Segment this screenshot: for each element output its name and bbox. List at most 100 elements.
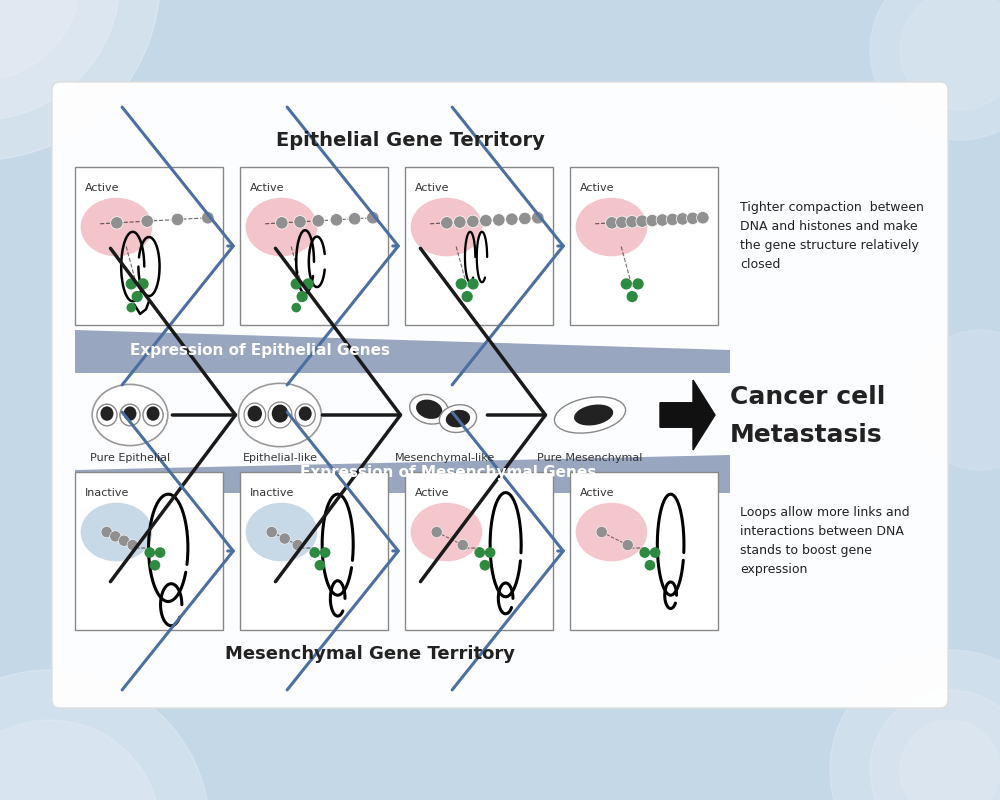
Circle shape (687, 212, 699, 225)
Circle shape (627, 291, 638, 302)
Circle shape (320, 547, 330, 558)
Circle shape (367, 211, 379, 224)
Text: Active: Active (415, 183, 450, 193)
Circle shape (632, 278, 644, 290)
Circle shape (480, 214, 492, 227)
Circle shape (279, 533, 290, 544)
Circle shape (309, 547, 320, 558)
Text: Active: Active (250, 183, 285, 193)
Ellipse shape (439, 405, 477, 433)
Bar (405, 472, 553, 630)
Bar (240, 472, 388, 630)
Circle shape (626, 215, 638, 228)
Ellipse shape (244, 403, 266, 427)
Polygon shape (75, 455, 730, 493)
Bar (570, 472, 718, 630)
Circle shape (150, 560, 160, 570)
Ellipse shape (268, 402, 292, 428)
Text: Metastasis: Metastasis (730, 423, 883, 447)
Polygon shape (660, 380, 715, 450)
Ellipse shape (147, 406, 160, 421)
Circle shape (431, 526, 442, 538)
Text: Expression of Epithelial Genes: Expression of Epithelial Genes (130, 343, 390, 358)
Circle shape (485, 547, 495, 558)
Circle shape (506, 213, 518, 226)
Circle shape (0, 670, 210, 800)
Circle shape (900, 0, 1000, 110)
Bar (240, 167, 388, 325)
Circle shape (0, 0, 120, 120)
Text: Loops allow more links and
interactions between DNA
stands to boost gene
express: Loops allow more links and interactions … (740, 506, 910, 576)
Circle shape (291, 303, 301, 313)
Ellipse shape (100, 406, 113, 421)
Circle shape (606, 217, 618, 229)
Ellipse shape (295, 404, 315, 426)
Text: Active: Active (85, 183, 120, 193)
Ellipse shape (246, 198, 317, 256)
Circle shape (467, 278, 479, 290)
Circle shape (266, 526, 277, 538)
Ellipse shape (239, 383, 321, 446)
Circle shape (155, 547, 165, 558)
Circle shape (312, 214, 324, 227)
Circle shape (636, 215, 648, 227)
Circle shape (110, 530, 121, 542)
Circle shape (297, 291, 308, 302)
Bar (75, 472, 223, 630)
Ellipse shape (120, 404, 140, 426)
Circle shape (111, 217, 123, 229)
Circle shape (330, 214, 343, 226)
Ellipse shape (576, 502, 647, 562)
Circle shape (276, 217, 288, 229)
Circle shape (474, 547, 485, 558)
Ellipse shape (446, 410, 470, 427)
Circle shape (650, 547, 660, 558)
Circle shape (666, 214, 679, 226)
Circle shape (697, 211, 709, 224)
Text: Active: Active (580, 488, 614, 498)
Ellipse shape (554, 397, 626, 433)
Circle shape (291, 278, 302, 290)
Circle shape (493, 214, 505, 226)
Circle shape (656, 214, 669, 226)
Circle shape (616, 216, 628, 229)
Circle shape (462, 291, 473, 302)
Circle shape (519, 212, 531, 225)
Circle shape (441, 217, 453, 229)
Circle shape (870, 690, 1000, 800)
Ellipse shape (246, 502, 317, 562)
Circle shape (0, 0, 160, 160)
Circle shape (910, 330, 1000, 470)
Ellipse shape (576, 198, 647, 256)
Circle shape (141, 215, 153, 227)
Circle shape (294, 216, 306, 228)
Text: Epithelial-like: Epithelial-like (242, 453, 318, 463)
Ellipse shape (81, 502, 152, 562)
Circle shape (467, 215, 479, 228)
Polygon shape (75, 330, 730, 373)
Circle shape (101, 526, 112, 538)
Ellipse shape (92, 384, 168, 446)
Circle shape (456, 278, 467, 290)
FancyBboxPatch shape (52, 82, 948, 708)
Ellipse shape (81, 198, 152, 256)
Text: Active: Active (580, 183, 614, 193)
Text: Inactive: Inactive (85, 488, 129, 498)
Circle shape (171, 214, 184, 226)
Text: Active: Active (415, 488, 450, 498)
Text: Expression of Mesenchymal Genes: Expression of Mesenchymal Genes (300, 466, 596, 481)
Circle shape (621, 278, 632, 290)
Text: Inactive: Inactive (250, 488, 294, 498)
Circle shape (137, 278, 149, 290)
Circle shape (596, 526, 607, 538)
Ellipse shape (248, 406, 262, 422)
Circle shape (144, 547, 155, 558)
Circle shape (480, 560, 490, 570)
Circle shape (127, 539, 138, 550)
Circle shape (302, 278, 314, 290)
Circle shape (315, 560, 325, 570)
Text: Pure Mesenchymal: Pure Mesenchymal (537, 453, 643, 463)
Text: Mesenchymal Gene Territory: Mesenchymal Gene Territory (225, 645, 515, 663)
Circle shape (900, 720, 1000, 800)
Circle shape (0, 0, 80, 80)
